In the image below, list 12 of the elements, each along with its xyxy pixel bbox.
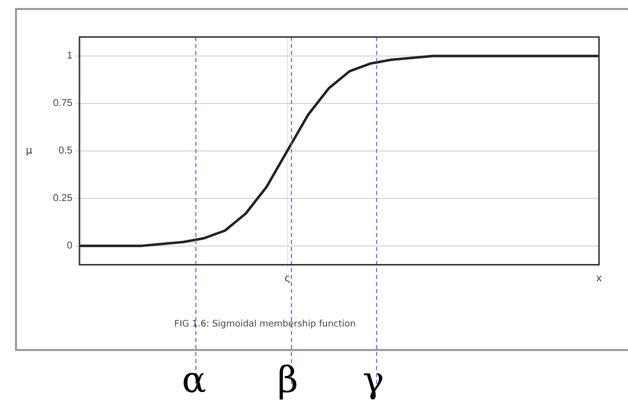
y-tick-label: 0.5	[58, 146, 73, 157]
y-tick-label: 1	[66, 50, 73, 62]
text: β	[277, 360, 298, 401]
y-tick-label: 0.75	[52, 98, 73, 110]
x-tick-label: ς	[284, 272, 290, 284]
y-tick-label: 0	[66, 240, 73, 252]
y-axis-title: μ	[26, 145, 33, 156]
x-tick-label: x	[596, 272, 602, 284]
text: γ	[362, 360, 384, 401]
caption: FIG 1.6: Sigmoidal membership function	[174, 319, 356, 330]
text: α	[182, 360, 206, 401]
y-tick-label: 0.25	[52, 193, 73, 204]
